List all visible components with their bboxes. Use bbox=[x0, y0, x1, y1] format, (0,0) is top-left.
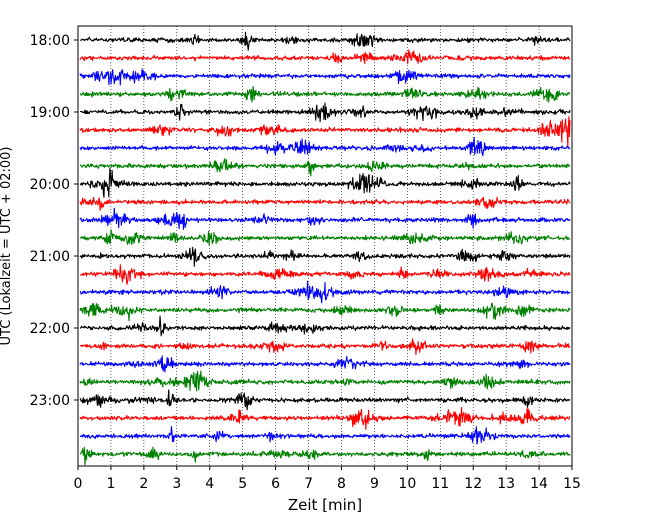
x-tick-label: 10 bbox=[398, 476, 416, 492]
trace-row-2200 bbox=[79, 315, 571, 337]
y-tick-label: 18:00 bbox=[30, 33, 70, 49]
seismogram-traces bbox=[79, 31, 571, 466]
trace-row-2100 bbox=[79, 246, 571, 267]
x-tick-label: 3 bbox=[172, 476, 181, 492]
trace-row-2315 bbox=[79, 406, 571, 431]
x-tick-label: 15 bbox=[563, 476, 581, 492]
trace-row-2045 bbox=[79, 229, 571, 246]
trace-row-2130 bbox=[79, 280, 571, 304]
trace-row-1930 bbox=[79, 137, 571, 157]
x-tick-label: 0 bbox=[74, 476, 83, 492]
trace-row-2300 bbox=[79, 389, 571, 411]
grid-lines bbox=[110, 26, 540, 466]
trace-row-1845 bbox=[79, 85, 571, 103]
x-tick-label: 9 bbox=[370, 476, 379, 492]
x-tick-label: 13 bbox=[497, 476, 515, 492]
y-tick-label: 23:00 bbox=[30, 393, 70, 409]
y-axis: 18:00 19:00 20:00 21:00 22:00 23:00 bbox=[30, 33, 78, 409]
trace-row-2030 bbox=[79, 207, 571, 230]
x-tick-label: 4 bbox=[205, 476, 214, 492]
y-axis-label: UTC (Lokalzeit = UTC + 02:00) bbox=[0, 147, 14, 346]
trace-row-1900 bbox=[79, 102, 571, 123]
x-tick-label: 2 bbox=[139, 476, 148, 492]
x-tick-label: 8 bbox=[337, 476, 346, 492]
y-tick-label: 21:00 bbox=[30, 249, 70, 265]
trace-row-1830 bbox=[79, 68, 571, 86]
x-tick-label: 1 bbox=[106, 476, 115, 492]
trace-row-2215 bbox=[79, 338, 571, 356]
y-tick-label: 19:00 bbox=[30, 105, 70, 121]
plot-frame bbox=[77, 25, 573, 467]
trace-row-1915 bbox=[79, 116, 571, 148]
x-tick-label: 11 bbox=[431, 476, 449, 492]
x-axis: 0 1 2 3 4 5 6 7 8 9 10 11 12 13 14 15 bbox=[74, 466, 581, 492]
trace-row-2345 bbox=[79, 446, 571, 466]
x-tick-label: 12 bbox=[464, 476, 482, 492]
trace-row-1945 bbox=[79, 158, 571, 177]
trace-row-2145 bbox=[79, 302, 571, 322]
x-tick-label: 7 bbox=[304, 476, 313, 492]
trace-row-2230 bbox=[79, 355, 571, 373]
trace-row-2330 bbox=[79, 426, 571, 445]
y-tick-label: 22:00 bbox=[30, 321, 70, 337]
x-tick-label: 14 bbox=[530, 476, 548, 492]
x-tick-label: 6 bbox=[271, 476, 280, 492]
trace-row-2115 bbox=[79, 264, 571, 285]
trace-row-2245 bbox=[79, 370, 571, 392]
trace-row-1815 bbox=[79, 49, 571, 65]
trace-row-1800 bbox=[79, 31, 571, 51]
x-tick-label: 5 bbox=[238, 476, 247, 492]
plot-area bbox=[77, 25, 573, 467]
y-tick-label: 20:00 bbox=[30, 177, 70, 193]
x-axis-label: Zeit [min] bbox=[288, 496, 362, 514]
trace-row-2015 bbox=[79, 196, 571, 211]
trace-row-2000 bbox=[79, 167, 571, 198]
